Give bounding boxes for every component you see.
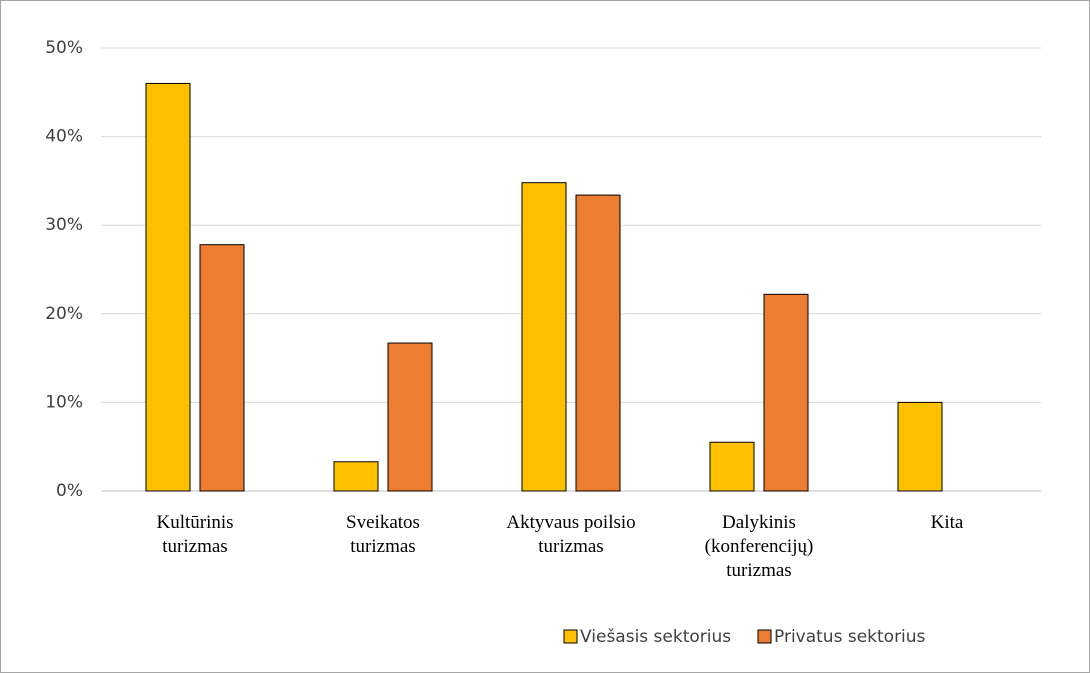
bar bbox=[145, 82, 191, 492]
legend-swatch bbox=[757, 629, 772, 644]
bar bbox=[575, 194, 621, 492]
y-tick-label: 0% bbox=[56, 481, 83, 501]
x-tick-label: Dalykinis (konferencijų) turizmas bbox=[704, 512, 814, 581]
y-tick-label: 10% bbox=[45, 392, 83, 412]
bar bbox=[387, 342, 433, 492]
bar bbox=[199, 244, 245, 492]
legend-label: Privatus sektorius bbox=[774, 627, 926, 647]
legend-label: Viešasis sektorius bbox=[580, 627, 731, 647]
bar bbox=[897, 401, 943, 492]
bar bbox=[521, 182, 567, 492]
x-tick-label: Kita bbox=[930, 512, 964, 533]
bar bbox=[763, 293, 809, 492]
y-tick-label: 50% bbox=[45, 38, 83, 58]
bar bbox=[709, 441, 755, 492]
y-tick-label: 40% bbox=[45, 127, 83, 147]
x-tick-label: Kultūrinis turizmas bbox=[156, 512, 234, 557]
legend-swatch bbox=[563, 629, 578, 644]
bar bbox=[333, 461, 379, 492]
x-tick-label: Sveikatos turizmas bbox=[346, 512, 420, 557]
x-tick-label: Aktyvaus poilsio turizmas bbox=[506, 512, 636, 557]
y-tick-label: 20% bbox=[45, 304, 83, 324]
y-tick-label: 30% bbox=[45, 215, 83, 235]
